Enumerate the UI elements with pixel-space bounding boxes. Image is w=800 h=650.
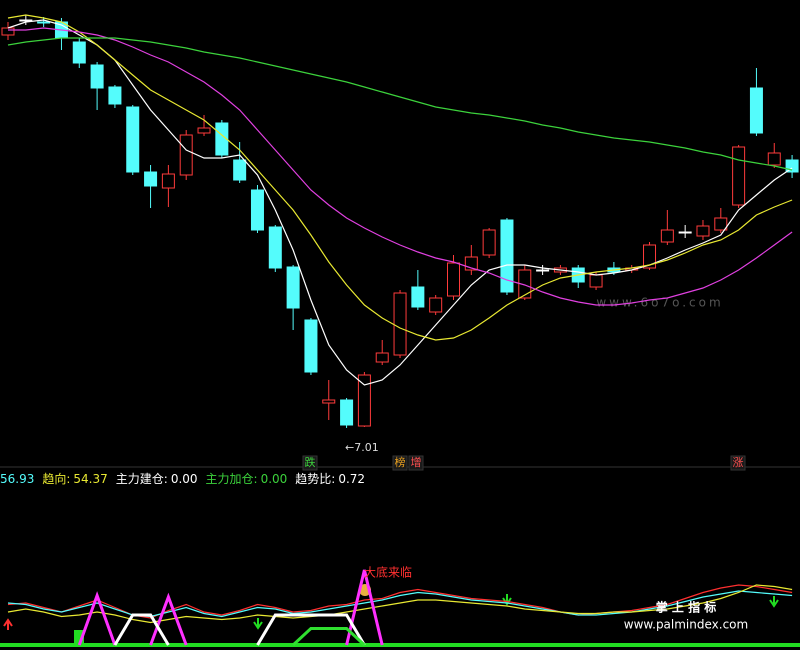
indicator-line — [7, 584, 793, 624]
candle-body — [357, 374, 371, 427]
readout-value: 0.00 — [261, 472, 288, 486]
tag-box — [408, 455, 424, 471]
candle-body — [215, 122, 229, 156]
candle-body — [286, 266, 300, 309]
candle-body — [126, 106, 140, 173]
candle-body — [19, 19, 33, 22]
candle-body — [375, 352, 389, 363]
readout-label: 主力建仓: — [116, 472, 168, 486]
candle-body — [643, 244, 657, 269]
signal-text: 大底来临 — [364, 565, 412, 580]
readout-value: 56.93 — [0, 472, 34, 486]
candle-body — [447, 262, 460, 297]
signal-tag: 涨 — [733, 456, 744, 469]
candle-body — [536, 269, 550, 272]
candle-body — [1, 27, 15, 36]
candle-body — [161, 173, 175, 189]
candle-body — [518, 269, 532, 299]
candle-body — [304, 319, 318, 373]
candle-body — [393, 292, 407, 356]
candle-body — [72, 41, 86, 64]
readout-value: 54.37 — [73, 472, 107, 486]
candle-body — [714, 217, 728, 231]
readout-label: 趋势比: — [295, 472, 335, 486]
candle-body — [197, 127, 211, 134]
candle-body — [767, 152, 781, 166]
candle-body — [268, 226, 282, 269]
indicator-line — [7, 14, 793, 341]
tag-box — [730, 455, 746, 471]
candle-body — [322, 399, 336, 404]
indicator-line — [292, 627, 366, 647]
candle-body — [179, 134, 193, 176]
indicator-readouts: 56.93 趋向: 54.37 主力建仓: 0.00 主力加仓: 0.00 趋势比: 0.72 — [0, 471, 365, 486]
watermark-url: www.palmindex.com — [624, 618, 748, 632]
signal-tag: 跌 — [305, 455, 316, 469]
tag-box — [392, 455, 408, 471]
signal-tag: 增 — [411, 455, 422, 469]
tag-box — [302, 455, 318, 471]
indicator-line — [7, 37, 793, 171]
down-arrow — [253, 618, 263, 630]
candle-body — [233, 159, 247, 181]
candle-body — [90, 64, 104, 89]
indicator-line — [113, 613, 366, 646]
candle-body — [340, 399, 354, 426]
candle-body — [411, 286, 425, 308]
indicator-line — [8, 27, 793, 306]
candle-body — [732, 146, 746, 206]
down-arrow — [502, 594, 512, 606]
readout-value: 0.72 — [338, 472, 365, 486]
watermark: www.6o7o.com — [596, 296, 723, 310]
readout-label: 趋向: — [42, 471, 70, 486]
candle-body — [429, 297, 443, 313]
candle-body — [589, 274, 603, 288]
candle-body — [144, 171, 158, 187]
candle-body — [482, 229, 496, 256]
candle-body — [696, 225, 710, 237]
candle-body — [678, 231, 692, 234]
candle-body — [37, 21, 51, 24]
candle-body — [108, 86, 122, 105]
candle-body — [749, 87, 763, 134]
up-arrow — [3, 618, 13, 630]
signal-block — [74, 630, 84, 644]
low-price-label: ←7.01 — [345, 441, 379, 454]
indicator-line — [7, 19, 793, 386]
watermark-title: 掌 上 指 标 — [656, 600, 717, 615]
readout-value: 0.00 — [171, 472, 198, 486]
candle-body — [660, 229, 674, 243]
readout-label: 主力加仓: — [206, 472, 258, 486]
signal-tag: 榜 — [395, 455, 406, 469]
down-arrow — [769, 596, 779, 608]
candle-body — [500, 219, 514, 293]
indicator-line — [77, 569, 384, 646]
candle-body — [250, 189, 264, 231]
